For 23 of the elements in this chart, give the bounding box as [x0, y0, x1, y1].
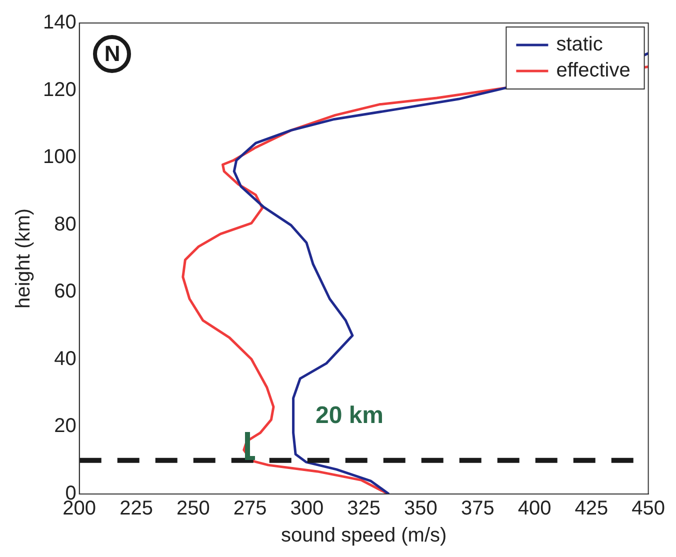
- y-tick-label: 20: [54, 415, 76, 438]
- x-tick-label: 375: [460, 498, 494, 520]
- x-tick-label: 400: [518, 498, 552, 520]
- x-tick-label: 300: [290, 498, 324, 520]
- x-tick-label: 450: [632, 498, 666, 520]
- y-axis-title: height (km): [12, 208, 35, 309]
- y-tick-label: 80: [54, 213, 76, 236]
- x-tick-label: 275: [233, 498, 267, 520]
- x-tick-label: 225: [120, 498, 153, 520]
- x-tick-label: 350: [404, 498, 438, 520]
- y-tick-label: 40: [54, 348, 76, 370]
- y-tick-label: 140: [42, 12, 76, 34]
- y-tick-label: 100: [42, 146, 76, 168]
- legend-label: static: [556, 34, 603, 56]
- x-tick-label: 250: [176, 498, 210, 520]
- x-tick-label: 325: [347, 498, 381, 520]
- annotation: 20 km: [315, 402, 384, 430]
- x-tick-label: 425: [574, 498, 608, 520]
- y-tick-label: 120: [42, 78, 76, 101]
- y-tick-label: 60: [54, 280, 76, 303]
- circle-badge: N: [93, 35, 132, 73]
- x-axis-title: sound speed (m/s): [281, 524, 447, 547]
- legend-label: effective: [556, 60, 630, 82]
